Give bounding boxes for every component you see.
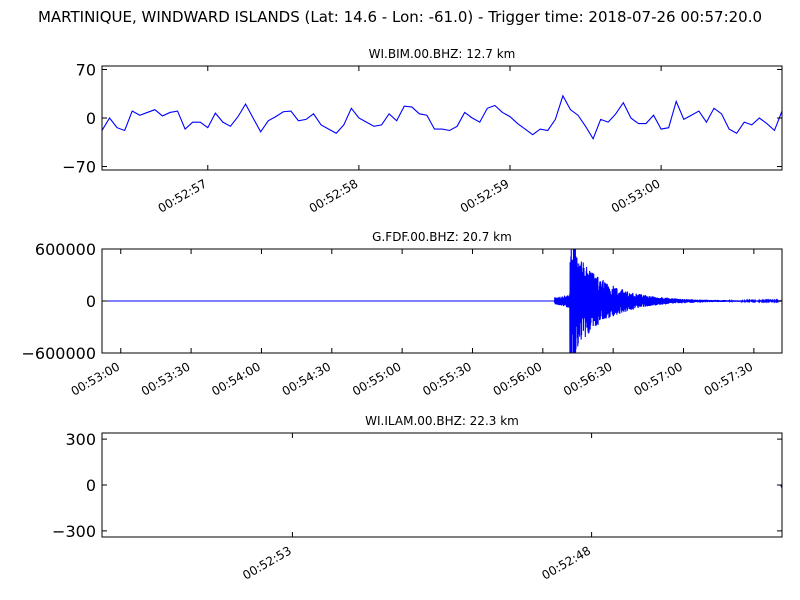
- seismic-trace: [102, 94, 782, 141]
- x-tick-label: 00:56:30: [561, 359, 615, 398]
- x-tick-label: 00:54:00: [209, 359, 263, 398]
- y-tick-label: 600000: [35, 240, 96, 259]
- x-tick-label: 00:52:59: [458, 176, 512, 215]
- y-tick-label: 0: [86, 476, 96, 495]
- x-tick-label: 00:55:30: [420, 359, 474, 398]
- x-tick-label: 00:55:00: [350, 359, 404, 398]
- seismic-trace: [102, 249, 782, 353]
- x-tick-label: 00:56:00: [491, 359, 545, 398]
- x-tick-label: 00:52:57: [156, 176, 210, 215]
- x-tick-label: 00:53:00: [609, 176, 663, 215]
- x-tick-label: 00:53:30: [139, 359, 193, 398]
- axes-frame: [101, 65, 783, 171]
- x-tick-label: 00:52:58: [307, 176, 361, 215]
- x-tick-label: 00:52:53: [240, 543, 294, 582]
- x-tick-label: 00:57:30: [702, 359, 756, 398]
- panel-2: G.FDF.00.BHZ: 20.7 km6000000−60000000:53…: [22, 230, 783, 399]
- axes-frame: [101, 432, 783, 538]
- y-tick-label: 70: [76, 60, 96, 79]
- figure-title: MARTINIQUE, WINDWARD ISLANDS (Lat: 14.6 …: [37, 8, 763, 26]
- y-tick-label: 0: [86, 292, 96, 311]
- x-tick-label: 00:57:00: [631, 359, 685, 398]
- y-tick-label: 0: [86, 109, 96, 128]
- panel-title: WI.BIM.00.BHZ: 12.7 km: [369, 47, 516, 61]
- x-tick-label: 00:54:30: [280, 359, 334, 398]
- y-tick-label: −600000: [22, 344, 96, 363]
- x-tick-label: 00:53:00: [69, 359, 123, 398]
- panel-1: WI.BIM.00.BHZ: 12.7 km 70 0 −70 00:52:57 00:5…: [62, 47, 783, 216]
- panel-title: WI.ILAM.00.BHZ: 22.3 km: [365, 414, 519, 428]
- panel-3: WI.ILAM.00.BHZ: 22.3 km 300 0 −300 00:52:53 0…: [52, 414, 783, 583]
- y-tick-label: 300: [65, 430, 96, 449]
- x-tick-label: 00:52:48: [539, 543, 593, 582]
- panel-title: G.FDF.00.BHZ: 20.7 km: [372, 230, 512, 244]
- y-tick-label: −300: [52, 522, 96, 541]
- y-tick-label: −70: [62, 158, 96, 177]
